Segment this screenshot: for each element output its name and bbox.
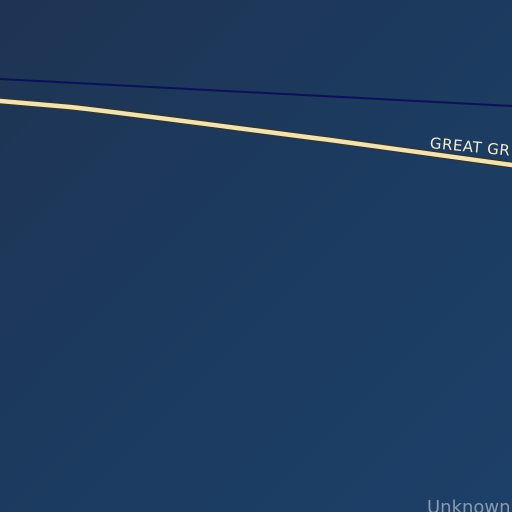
place-label: Unknown: [427, 497, 511, 512]
road-line: [0, 98, 512, 168]
thin-boundary-line: [0, 78, 512, 107]
